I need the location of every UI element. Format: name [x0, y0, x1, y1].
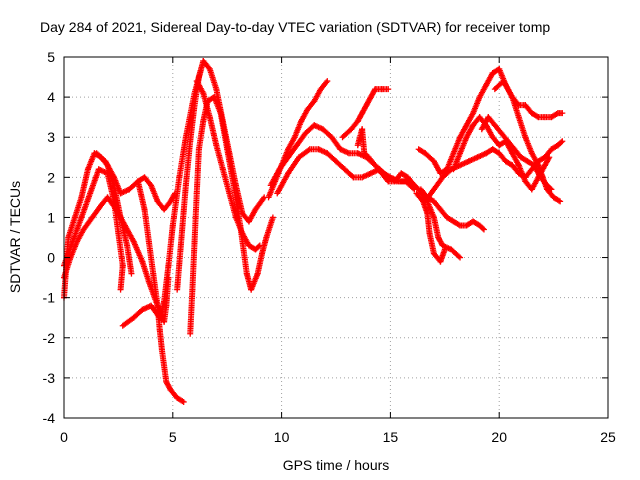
- data-point-marker: [559, 110, 566, 117]
- grid-lines: [64, 57, 608, 418]
- data-point-marker: [480, 226, 487, 233]
- x-tick-label: 0: [60, 429, 68, 445]
- data-point-marker: [545, 155, 552, 162]
- data-point-marker: [455, 253, 462, 260]
- y-tick-label: -1: [43, 290, 56, 306]
- data-point-marker: [269, 214, 276, 221]
- data-point-marker: [349, 173, 356, 180]
- x-axis-label: GPS time / hours: [283, 457, 390, 473]
- y-tick-label: 3: [47, 129, 55, 145]
- x-tick-label: 20: [491, 429, 507, 445]
- data-points: [61, 58, 566, 405]
- y-tick-label: 1: [47, 209, 55, 225]
- series-s22: [491, 78, 564, 205]
- data-point-marker: [117, 286, 124, 293]
- y-tick-label: 4: [47, 89, 55, 105]
- data-point-marker: [557, 198, 564, 205]
- y-tick-label: -2: [43, 330, 56, 346]
- series-s13: [339, 86, 392, 141]
- y-tick-label: -4: [43, 410, 56, 426]
- y-tick-label: 5: [47, 49, 55, 65]
- data-point-marker: [555, 197, 562, 204]
- data-point-marker: [559, 138, 566, 145]
- x-tick-label: 10: [274, 429, 290, 445]
- chart-title: Day 284 of 2021, Sidereal Day-to-day VTE…: [40, 19, 550, 35]
- series-s6: [134, 178, 187, 405]
- y-axis-label: SDTVAR / TECUs: [7, 181, 23, 293]
- data-point-marker: [534, 113, 541, 120]
- data-point-marker: [323, 79, 330, 86]
- data-point-marker: [385, 86, 392, 93]
- x-tick-label: 5: [169, 429, 177, 445]
- data-point-marker: [457, 254, 464, 261]
- data-point-marker: [260, 195, 267, 202]
- series-s4: [93, 150, 178, 213]
- data-point-marker: [455, 221, 462, 228]
- series-s19: [422, 138, 566, 205]
- x-tick-label: 25: [600, 429, 616, 445]
- data-point-marker: [479, 225, 486, 232]
- data-point-marker: [324, 78, 331, 85]
- data-point-marker: [180, 398, 187, 405]
- data-point-marker: [128, 270, 135, 277]
- data-point-marker: [179, 398, 186, 405]
- data-point-marker: [384, 177, 391, 184]
- series-s8: [187, 94, 276, 337]
- y-tick-label: 0: [47, 250, 55, 266]
- data-point-marker: [205, 64, 212, 71]
- axis-ticks: 0 5 10 15 20 25 -4 -3 -2 -1 0 1 2 3 4 5: [43, 49, 616, 445]
- y-tick-label: -3: [43, 370, 56, 386]
- series-s21: [478, 114, 555, 193]
- data-point-marker: [558, 139, 565, 146]
- y-tick-label: 2: [47, 169, 55, 185]
- data-point-marker: [255, 243, 262, 250]
- x-tick-label: 15: [383, 429, 399, 445]
- data-point-marker: [441, 246, 448, 253]
- plot-frame: [63, 56, 609, 419]
- data-point-marker: [256, 242, 263, 249]
- series-s16: [413, 190, 448, 265]
- series-s9: [193, 78, 263, 253]
- data-point-marker: [553, 110, 560, 117]
- data-point-marker: [546, 154, 553, 161]
